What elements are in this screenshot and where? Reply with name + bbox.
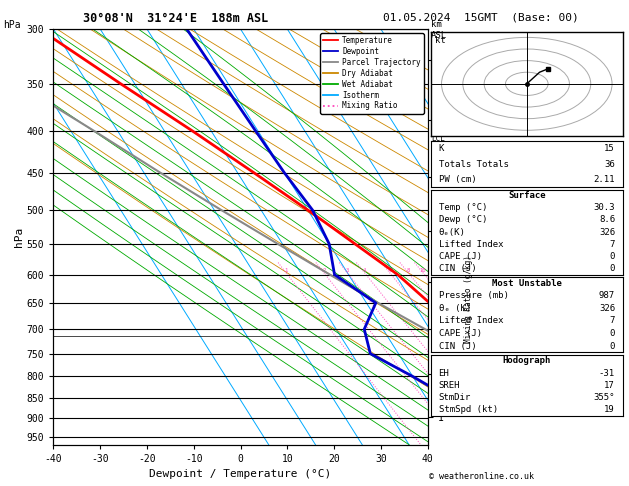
Text: Dewp (°C): Dewp (°C): [438, 215, 487, 225]
Text: Mixing Ratio (g/kg): Mixing Ratio (g/kg): [464, 255, 473, 343]
Text: 8: 8: [406, 268, 410, 273]
Text: StmSpd (kt): StmSpd (kt): [438, 405, 498, 414]
Text: 6: 6: [388, 268, 391, 273]
Text: km
ASL: km ASL: [431, 20, 447, 40]
Text: θₑ (K): θₑ (K): [438, 304, 470, 313]
Text: Pressure (mb): Pressure (mb): [438, 291, 508, 300]
Text: hPa: hPa: [3, 20, 21, 31]
Text: 0: 0: [610, 264, 615, 273]
Text: CIN (J): CIN (J): [438, 264, 476, 273]
Text: 355°: 355°: [594, 393, 615, 402]
Legend: Temperature, Dewpoint, Parcel Trajectory, Dry Adiabat, Wet Adiabat, Isotherm, Mi: Temperature, Dewpoint, Parcel Trajectory…: [320, 33, 424, 114]
Text: EH: EH: [438, 368, 449, 378]
Text: 36: 36: [604, 159, 615, 169]
Text: Hodograph: Hodograph: [503, 356, 551, 365]
Text: 2.11: 2.11: [594, 175, 615, 184]
Text: CAPE (J): CAPE (J): [438, 252, 482, 261]
Text: 19: 19: [604, 405, 615, 414]
Text: LCL: LCL: [431, 134, 445, 143]
Text: Lifted Index: Lifted Index: [438, 316, 503, 326]
Text: K: K: [438, 144, 444, 153]
Text: StmDir: StmDir: [438, 393, 470, 402]
Text: Temp (°C): Temp (°C): [438, 203, 487, 212]
Text: 30°08'N  31°24'E  188m ASL: 30°08'N 31°24'E 188m ASL: [84, 12, 269, 25]
Text: SREH: SREH: [438, 381, 460, 390]
Text: 0: 0: [610, 329, 615, 338]
Text: 4: 4: [363, 268, 366, 273]
Text: 2: 2: [322, 268, 326, 273]
Text: kt: kt: [435, 36, 445, 45]
Text: CAPE (J): CAPE (J): [438, 329, 482, 338]
Text: 326: 326: [599, 304, 615, 313]
Text: 326: 326: [599, 227, 615, 237]
Text: 0: 0: [610, 342, 615, 350]
Text: 17: 17: [604, 381, 615, 390]
Y-axis label: hPa: hPa: [14, 227, 24, 247]
Text: 10: 10: [420, 268, 426, 273]
Text: Lifted Index: Lifted Index: [438, 240, 503, 249]
Text: Totals Totals: Totals Totals: [438, 159, 508, 169]
Text: 15: 15: [604, 144, 615, 153]
Text: 30.3: 30.3: [594, 203, 615, 212]
Text: θₑ(K): θₑ(K): [438, 227, 465, 237]
Text: Surface: Surface: [508, 191, 545, 200]
Text: 1: 1: [284, 268, 287, 273]
Text: PW (cm): PW (cm): [438, 175, 476, 184]
Y-axis label: km
ASL: km ASL: [443, 227, 460, 246]
Text: 01.05.2024  15GMT  (Base: 00): 01.05.2024 15GMT (Base: 00): [383, 12, 579, 22]
Text: 987: 987: [599, 291, 615, 300]
Text: CIN (J): CIN (J): [438, 342, 476, 350]
Text: Most Unstable: Most Unstable: [492, 279, 562, 288]
Text: 7: 7: [610, 316, 615, 326]
X-axis label: Dewpoint / Temperature (°C): Dewpoint / Temperature (°C): [150, 469, 331, 479]
Text: 3: 3: [346, 268, 349, 273]
Text: © weatheronline.co.uk: © weatheronline.co.uk: [429, 472, 533, 481]
Text: 8.6: 8.6: [599, 215, 615, 225]
Text: 7: 7: [610, 240, 615, 249]
Text: -31: -31: [599, 368, 615, 378]
Text: 0: 0: [610, 252, 615, 261]
